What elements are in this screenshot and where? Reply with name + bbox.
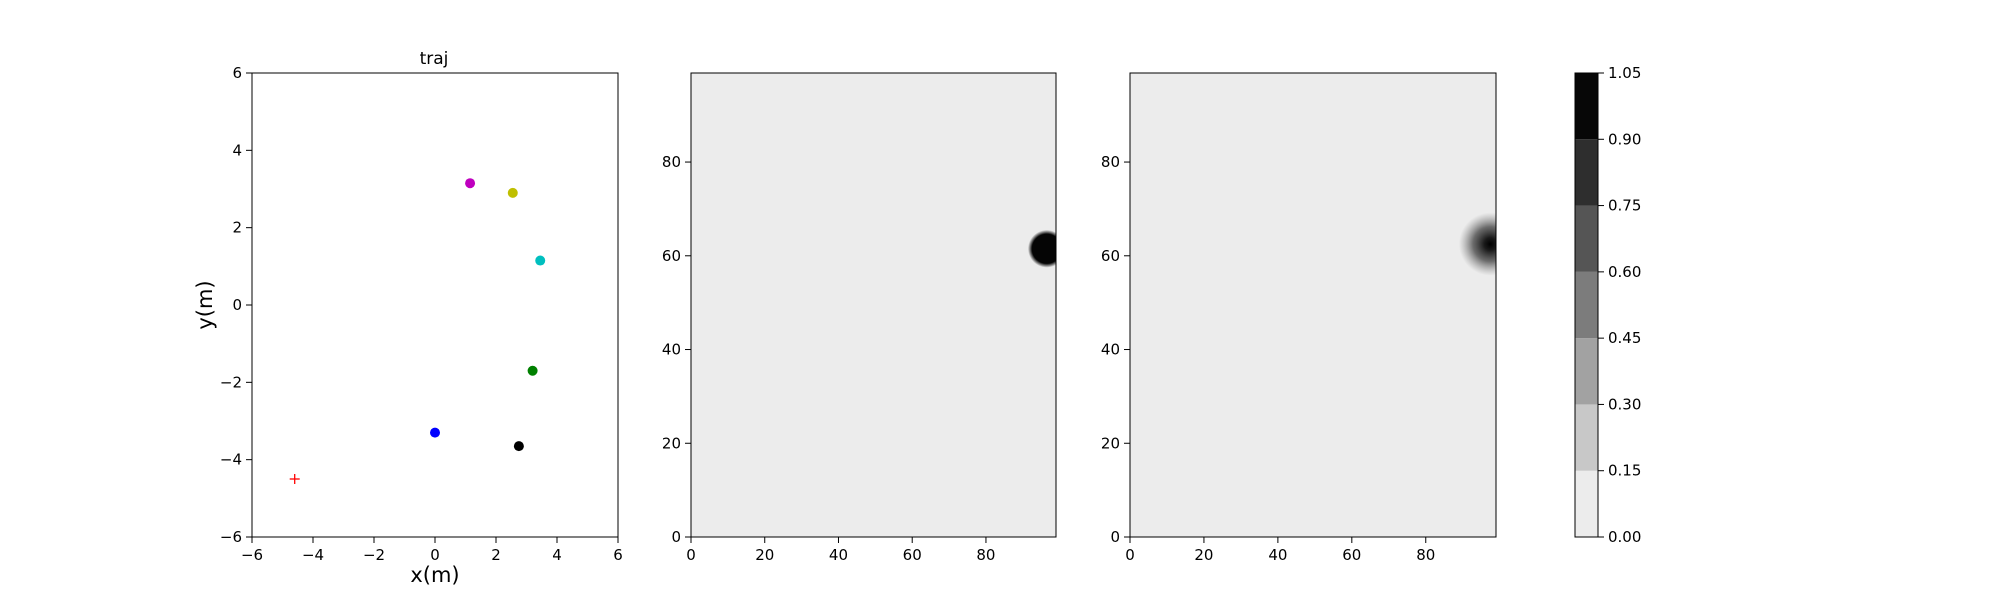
colorbar-band <box>1575 404 1598 471</box>
y-tick-label: 4 <box>232 141 242 159</box>
x-tick-label: −2 <box>363 546 385 564</box>
x-tick-label: 40 <box>1268 546 1287 564</box>
y-tick-label: 0 <box>1110 528 1120 546</box>
x-tick-label: 60 <box>903 546 922 564</box>
x-tick-label: 6 <box>613 546 623 564</box>
y-tick-label: 0 <box>671 528 681 546</box>
heatmap-1-x-ticks: 0 20 40 60 80 <box>686 537 995 564</box>
y-tick-label: 20 <box>662 434 681 452</box>
colorbar-tick-label: 0.45 <box>1608 329 1641 347</box>
colorbar-tick-label: 1.05 <box>1608 64 1641 82</box>
colorbar-tick-label: 0.15 <box>1608 462 1641 480</box>
x-tick-label: 0 <box>686 546 696 564</box>
x-tick-label: 60 <box>1342 546 1361 564</box>
y-tick-label: 60 <box>662 247 681 265</box>
trajectory-x-axis-label: x(m) <box>410 563 459 587</box>
heatmap-2-background <box>1130 73 1496 537</box>
heatmap-plot-1: 0 20 40 60 80 0 20 40 60 80 <box>662 72 1057 564</box>
colorbar-frame <box>1574 72 1599 538</box>
scatter-point <box>527 365 538 376</box>
heatmap-1-frame <box>690 72 1057 538</box>
heatmap-2-y-ticks: 0 20 40 60 80 <box>1101 153 1130 546</box>
y-tick-label: 2 <box>232 219 242 237</box>
x-tick-label: 20 <box>755 546 774 564</box>
y-tick-label: 40 <box>662 341 681 359</box>
trajectory-plot-frame <box>251 72 619 538</box>
trajectory-plot-title: traj <box>420 49 449 69</box>
y-tick-label: 80 <box>662 153 681 171</box>
y-tick-label: −4 <box>220 451 242 469</box>
x-tick-label: −4 <box>302 546 324 564</box>
y-tick-label: −2 <box>220 373 242 391</box>
scatter-point <box>430 427 440 438</box>
scatter-point <box>507 187 518 198</box>
x-tick-label: 2 <box>491 546 501 564</box>
x-tick-label: 80 <box>1416 546 1435 564</box>
trajectory-plot: traj −6 −4 −2 0 2 4 6 −6 −4 −2 0 2 4 6 x(m) y(m) <box>193 49 623 587</box>
trajectory-y-axis-label: y(m) <box>193 280 217 329</box>
scatter-point <box>465 178 476 189</box>
heatmap-1-y-ticks: 0 20 40 60 80 <box>662 153 691 546</box>
trajectory-points <box>289 178 546 484</box>
x-tick-label: −6 <box>241 546 263 564</box>
heatmap-1-blob <box>1027 229 1056 268</box>
colorbar-band <box>1575 205 1598 272</box>
colorbar-band <box>1575 338 1598 405</box>
colorbar-tick-label: 0.75 <box>1608 197 1641 215</box>
trajectory-y-ticks: −6 −4 −2 0 2 4 6 <box>220 64 252 546</box>
heatmap-plot-2: 0 20 40 60 80 0 20 40 60 80 <box>1101 72 1497 564</box>
colorbar-band <box>1575 470 1598 537</box>
trajectory-x-ticks: −6 −4 −2 0 2 4 6 <box>241 537 623 564</box>
scatter-point-plus <box>289 474 300 484</box>
trajectory-plot-area <box>252 73 618 537</box>
y-tick-label: 6 <box>232 64 242 82</box>
x-tick-label: 4 <box>552 546 562 564</box>
x-tick-label: 20 <box>1194 546 1213 564</box>
y-tick-label: 60 <box>1101 247 1120 265</box>
x-tick-label: 0 <box>430 546 440 564</box>
y-tick-label: 40 <box>1101 341 1120 359</box>
colorbar-tick-label: 0.60 <box>1608 263 1641 281</box>
colorbar-ticks: 0.00 0.15 0.30 0.45 0.60 0.75 0.90 1.05 <box>1598 64 1641 546</box>
scatter-point <box>513 441 524 452</box>
x-tick-label: 80 <box>976 546 995 564</box>
y-tick-label: 20 <box>1101 434 1120 452</box>
colorbar-band <box>1575 73 1598 140</box>
colorbar-band <box>1575 139 1598 206</box>
y-tick-label: 80 <box>1101 153 1120 171</box>
colorbar-tick-label: 0.00 <box>1608 528 1641 546</box>
heatmap-2-x-ticks: 0 20 40 60 80 <box>1125 537 1435 564</box>
heatmap-2-frame <box>1129 72 1497 538</box>
heatmap-1-background <box>691 73 1056 537</box>
x-tick-label: 40 <box>829 546 848 564</box>
y-tick-label: 0 <box>232 296 242 314</box>
x-tick-label: 0 <box>1125 546 1135 564</box>
scatter-point <box>535 255 546 266</box>
colorbar-tick-label: 0.30 <box>1608 395 1641 413</box>
y-tick-label: −6 <box>220 528 242 546</box>
colorbar: 0.00 0.15 0.30 0.45 0.60 0.75 0.90 1.05 <box>1574 64 1641 546</box>
colorbar-band <box>1575 271 1598 339</box>
colorbar-tick-label: 0.90 <box>1608 130 1641 148</box>
heatmap-2-blob <box>1458 212 1496 276</box>
colorbar-bands <box>1575 73 1598 537</box>
